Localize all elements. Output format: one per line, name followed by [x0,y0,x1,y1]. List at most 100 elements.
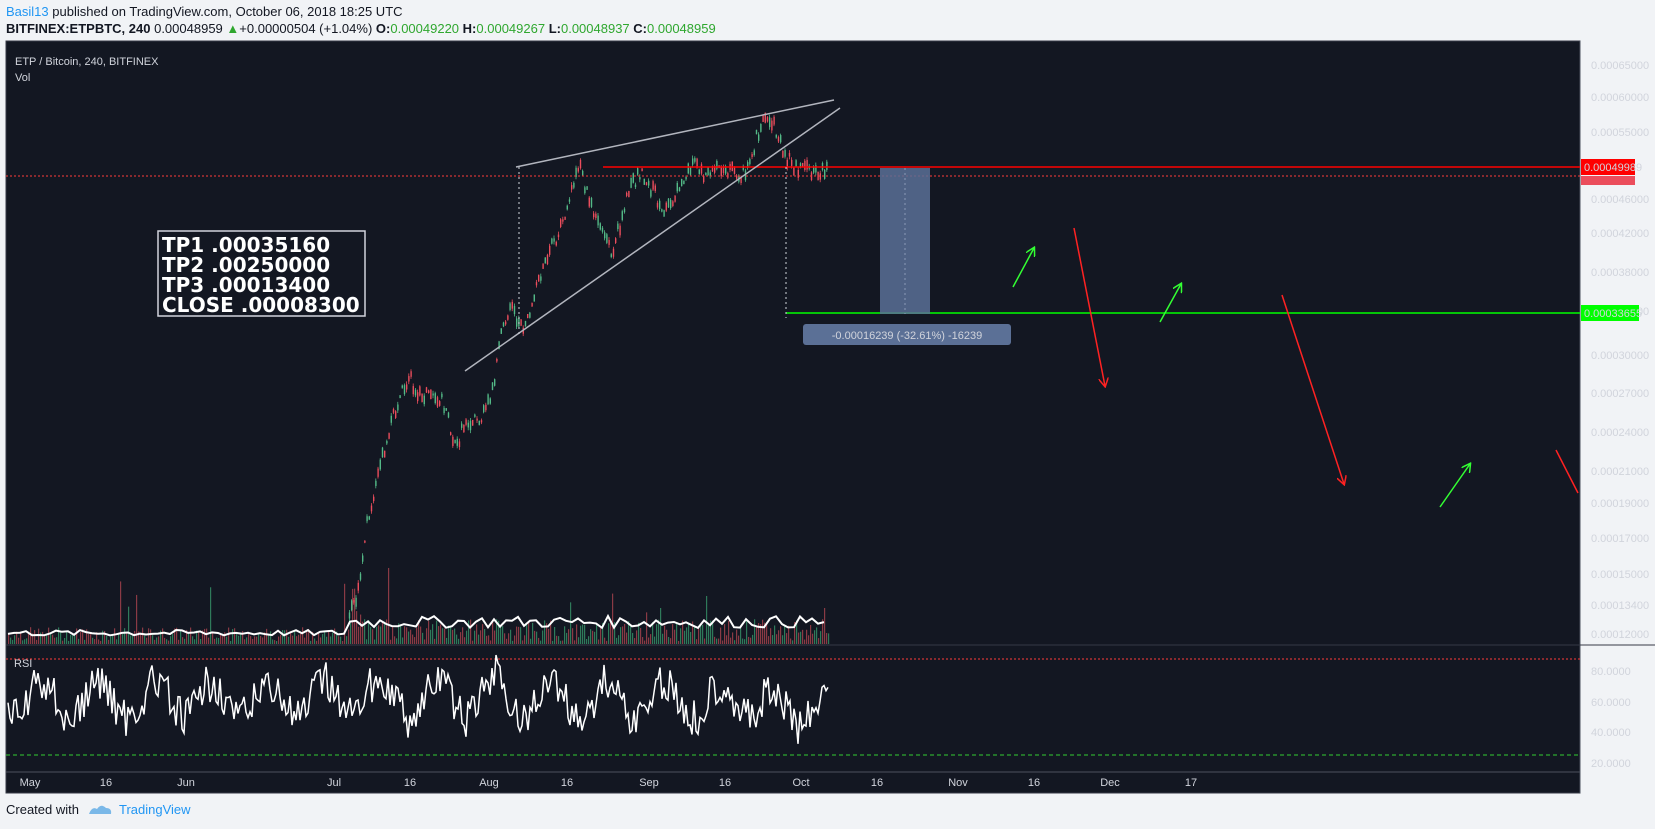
candle-body [648,180,650,186]
volume-bar [646,612,648,644]
candle-body [395,411,397,418]
volume-bar [380,626,382,644]
candle-body [788,153,791,157]
volume-bar [750,637,752,644]
volume-bar [636,630,638,644]
volume-bar [378,625,380,644]
volume-bar [50,634,52,644]
volume-bar [564,626,566,644]
volume-bar [160,630,162,644]
volume-bar [626,632,628,644]
candle-body [533,294,535,302]
volume-bar [426,628,428,644]
volume-bar [386,619,388,644]
candle-body [797,169,799,178]
tradingview-link[interactable]: TradingView [118,802,191,817]
volume-bar [170,636,172,644]
volume-label: Vol [15,72,30,84]
volume-bar [94,639,96,644]
candle-body [630,177,632,188]
volume-bar [714,636,716,644]
volume-bar [514,635,516,644]
volume-bar [816,627,818,644]
volume-bar [38,628,40,644]
tp-box[interactable] [157,230,366,317]
rsi-line [7,654,829,744]
volume-bar [644,640,646,644]
volume-bar [566,632,568,644]
volume-bar [574,640,576,644]
volume-bar [198,632,200,644]
volume-bar [690,631,692,644]
volume-bar [158,636,160,644]
volume-bar [260,635,262,644]
volume-bar [340,636,342,644]
red-price-label: 0.00049989 [1584,162,1642,174]
volume-bar [740,626,742,644]
volume-bar [148,628,150,644]
rsi-label: RSI [14,658,32,670]
volume-bar [470,619,472,644]
volume-bar [146,637,148,644]
volume-bar [508,633,510,644]
volume-bar [596,623,598,644]
volume-bar [352,588,354,644]
volume-bar [814,630,816,644]
time-tick-label: 16 [719,777,731,789]
candle-body [784,150,786,157]
time-tick-label: Jun [177,777,195,789]
volume-bar [568,629,570,644]
candle-body [507,315,509,320]
volume-bar [768,636,770,644]
volume-bar [726,635,728,644]
time-tick-label: Aug [479,777,499,789]
candle-body [711,166,714,172]
volume-bar [582,624,584,644]
volume-bar [154,639,156,644]
volume-bar [516,626,518,644]
volume-bar [190,627,192,644]
volume-bar [538,637,540,644]
candle-body [520,319,522,326]
candle-body [604,232,606,239]
volume-bar [102,630,104,644]
time-tick-label: 16 [561,777,573,789]
volume-bar [248,633,250,644]
candle-body [577,168,579,172]
volume-bar [372,629,374,644]
candle-body [544,257,546,264]
volume-bar [444,628,446,644]
volume-bar [536,631,538,644]
volume-bar [786,633,788,644]
candle-body [802,162,804,168]
candle-body [445,408,447,411]
author-link[interactable]: Basil13 [6,4,49,19]
candle-body [645,182,648,186]
candle-body [401,385,403,388]
volume-bar [32,633,34,644]
volume-bar [262,637,264,644]
volume-bar [62,640,64,644]
volume-bar [694,626,696,644]
candle-body [549,245,551,255]
candle-body [703,175,705,183]
volume-bar [304,637,306,644]
volume-bar [276,640,278,644]
candle-body [689,167,692,175]
candle-body [575,167,577,178]
volume-bar [416,627,418,644]
candle-body [524,320,527,327]
candle-body [700,164,703,174]
price-tick-label: 0.00055000 [1591,127,1649,139]
volume-bar [254,636,256,644]
footer: Created with TradingView [6,802,191,817]
candle-body [423,395,425,405]
candle-body [813,166,815,173]
candle-body [610,254,612,257]
volume-bar [182,637,184,644]
volume-bar [442,628,444,644]
candle-body [597,215,599,226]
volume-bar [312,631,314,644]
price-tick-label: 0.00021000 [1591,466,1649,478]
